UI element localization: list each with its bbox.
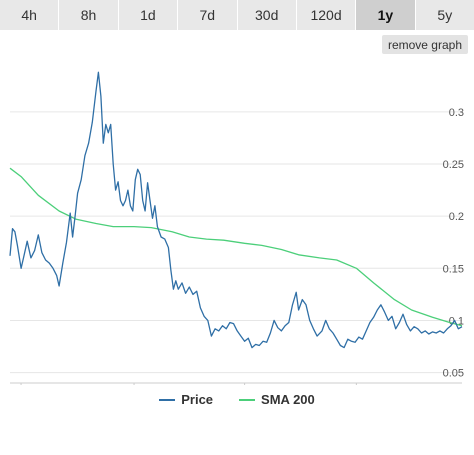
tab-8h[interactable]: 8h bbox=[59, 0, 119, 30]
price-chart: 0.050.10.150.20.250.3Oct '24Jan '25Apr '… bbox=[9, 71, 464, 385]
tab-1d[interactable]: 1d bbox=[118, 0, 179, 30]
y-tick-label: 0.2 bbox=[449, 211, 464, 223]
legend-swatch-sma-200 bbox=[239, 398, 256, 401]
tab-7d[interactable]: 7d bbox=[178, 0, 238, 30]
timeframe-tabs: 4h 8h 1d 7d 30d 120d 1y 5y bbox=[0, 0, 474, 30]
legend-item-price[interactable]: Price bbox=[159, 392, 213, 407]
y-tick-label: 0.3 bbox=[449, 107, 464, 119]
y-tick-label: 0.05 bbox=[443, 368, 464, 380]
tab-120d[interactable]: 120d bbox=[296, 0, 357, 30]
remove-graph-button[interactable]: remove graph bbox=[381, 35, 468, 54]
tab-1y[interactable]: 1y bbox=[356, 0, 416, 30]
sma-200-line bbox=[9, 167, 463, 327]
y-tick-label: 0.25 bbox=[443, 159, 464, 171]
legend-item-sma-200[interactable]: SMA 200 bbox=[239, 392, 315, 407]
tab-5y[interactable]: 5y bbox=[415, 0, 474, 30]
legend-label-sma-200: SMA 200 bbox=[261, 392, 315, 407]
price-line bbox=[9, 71, 463, 349]
legend-label-price: Price bbox=[181, 392, 214, 407]
chart-legend: Price SMA 200 bbox=[0, 392, 474, 407]
y-tick-label: 0.15 bbox=[443, 263, 464, 275]
legend-swatch-price bbox=[159, 398, 176, 401]
tab-30d[interactable]: 30d bbox=[237, 0, 297, 30]
tab-4h[interactable]: 4h bbox=[0, 0, 60, 30]
